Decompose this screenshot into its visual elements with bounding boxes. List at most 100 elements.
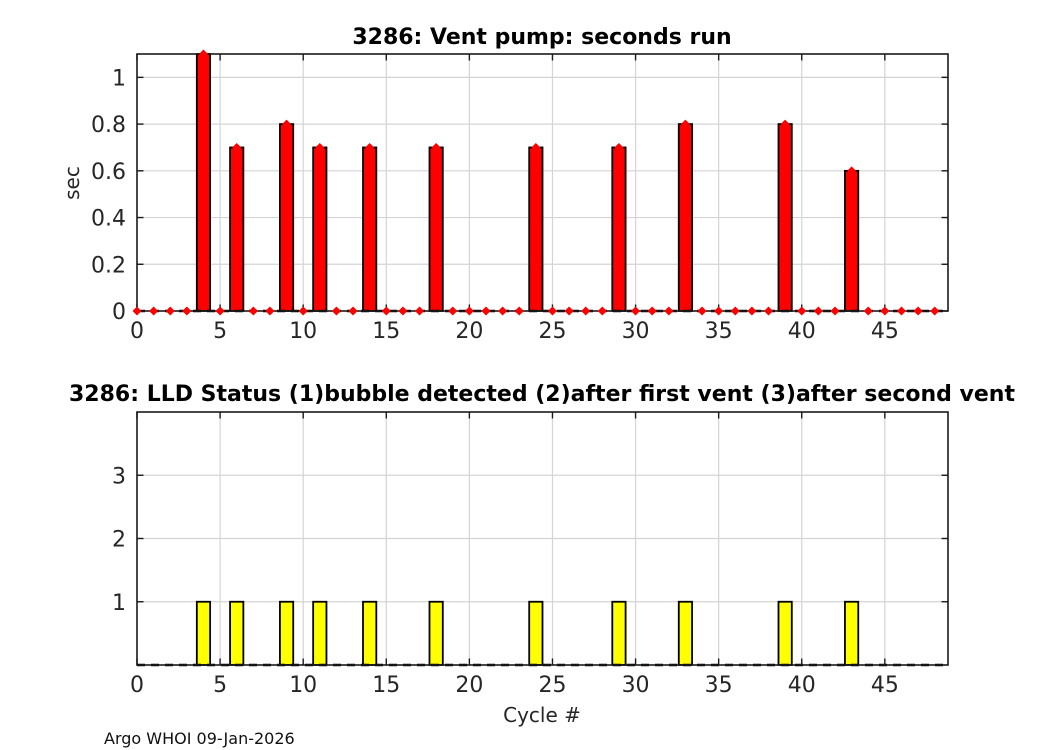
- cycle-marker: [265, 306, 275, 316]
- lld-status-bar: [312, 600, 328, 666]
- x-axis-label-cycle: Cycle #: [503, 703, 581, 727]
- lld-status-bar: [677, 600, 693, 666]
- x-tick-label: 20: [455, 319, 483, 344]
- cycle-marker: [282, 119, 292, 129]
- cycle-marker: [531, 142, 541, 152]
- cycle-marker: [132, 306, 142, 316]
- cycle-marker: [697, 306, 707, 316]
- lld-status-bar: [844, 600, 860, 666]
- cycle-marker: [863, 306, 873, 316]
- x-tick-label: 35: [705, 673, 733, 698]
- vent-pump-bar: [528, 146, 544, 312]
- cycle-marker: [398, 306, 408, 316]
- cycle-marker: [913, 306, 923, 316]
- cycle-marker: [365, 142, 375, 152]
- vent-pump-bar: [279, 123, 295, 312]
- y-tick-label: 0.6: [91, 160, 126, 185]
- cycle-marker: [564, 306, 574, 316]
- cycle-marker: [797, 306, 807, 316]
- cycle-marker: [315, 142, 325, 152]
- x-tick-label: 30: [622, 673, 650, 698]
- cycle-marker: [614, 142, 624, 152]
- y-tick-label: 1: [112, 591, 126, 616]
- y-tick-label: 0.2: [91, 253, 126, 278]
- cycle-marker: [631, 306, 641, 316]
- vent-pump-bar: [362, 146, 378, 312]
- cycle-marker: [764, 306, 774, 316]
- x-tick-label: 15: [372, 673, 400, 698]
- cycle-marker: [198, 49, 208, 59]
- cycle-marker: [448, 306, 458, 316]
- plot-border: [136, 53, 949, 312]
- y-axis-label-sec: sec: [60, 166, 84, 200]
- y-tick-label: 0.4: [91, 207, 126, 232]
- x-tick-label: 10: [289, 319, 317, 344]
- cycle-marker: [780, 119, 790, 129]
- cycle-marker: [182, 306, 192, 316]
- cycle-marker: [232, 142, 242, 152]
- x-tick-label: 35: [705, 319, 733, 344]
- cycle-marker: [348, 306, 358, 316]
- vent-pump-bar: [229, 146, 245, 312]
- cycle-marker: [547, 306, 557, 316]
- cycle-marker: [680, 119, 690, 129]
- vent-pump-bar: [312, 146, 328, 312]
- vent-pump-chart: 0 5 10 15 20 25 30 35 40 45 0 0.2 0.4 0.6 0.8 1: [91, 49, 949, 344]
- vent-pump-bar: [428, 146, 444, 312]
- x-tick-label: 40: [788, 319, 816, 344]
- cycle-marker: [664, 306, 674, 316]
- cycle-marker: [215, 306, 225, 316]
- cycle-marker: [647, 306, 657, 316]
- lld-status-bar: [777, 600, 793, 666]
- y-tick-label: 3: [112, 464, 126, 489]
- cycle-marker: [896, 306, 906, 316]
- x-tick-label: 15: [372, 319, 400, 344]
- x-tick-label: 5: [213, 319, 227, 344]
- cycle-marker: [730, 306, 740, 316]
- cycle-marker: [930, 306, 940, 316]
- x-tick-label: 30: [622, 319, 650, 344]
- cycle-marker: [597, 306, 607, 316]
- x-tick-label: 0: [130, 673, 144, 698]
- vent-pump-bar: [777, 123, 793, 312]
- lld-status-bar: [528, 600, 544, 666]
- x-tick-label: 5: [213, 673, 227, 698]
- y-tick-label: 0.8: [91, 113, 126, 138]
- x-tick-label: 25: [538, 673, 566, 698]
- x-tick-label: 20: [455, 673, 483, 698]
- cycle-marker: [381, 306, 391, 316]
- lld-status-bar: [195, 600, 212, 666]
- cycle-marker: [847, 166, 857, 176]
- x-tick-label: 45: [871, 673, 899, 698]
- cycle-marker: [581, 306, 591, 316]
- cycle-marker: [431, 142, 441, 152]
- cycle-marker: [813, 306, 823, 316]
- vent-pump-bar: [677, 123, 693, 312]
- lld-status-chart: 0 5 10 15 20 25 30 35 40 45 1 2 3: [112, 411, 949, 698]
- lld-status-bar: [362, 600, 378, 666]
- cycle-marker: [498, 306, 508, 316]
- cycle-marker: [331, 306, 341, 316]
- cycle-marker: [248, 306, 258, 316]
- y-tick-label: 2: [112, 528, 126, 553]
- y-tick-label: 1: [112, 66, 126, 91]
- vent-pump-bar: [195, 53, 212, 312]
- cycle-marker: [747, 306, 757, 316]
- cycle-marker: [880, 306, 890, 316]
- vent-pump-bar: [844, 169, 860, 312]
- vent-chart-title: 3286: Vent pump: seconds run: [352, 25, 731, 50]
- lld-status-bar: [428, 600, 444, 666]
- cycle-marker: [464, 306, 474, 316]
- lld-chart-title: 3286: LLD Status (1)bubble detected (2)a…: [69, 382, 1015, 407]
- x-tick-label: 25: [538, 319, 566, 344]
- x-tick-label: 45: [871, 319, 899, 344]
- vent-pump-bar: [611, 146, 627, 312]
- cycle-marker: [149, 306, 159, 316]
- cycle-marker: [298, 306, 308, 316]
- cycle-marker: [830, 306, 840, 316]
- y-tick-label: 0: [112, 300, 126, 325]
- x-tick-label: 40: [788, 673, 816, 698]
- footer-text: Argo WHOI 09-Jan-2026: [104, 729, 295, 748]
- cycle-marker: [415, 306, 425, 316]
